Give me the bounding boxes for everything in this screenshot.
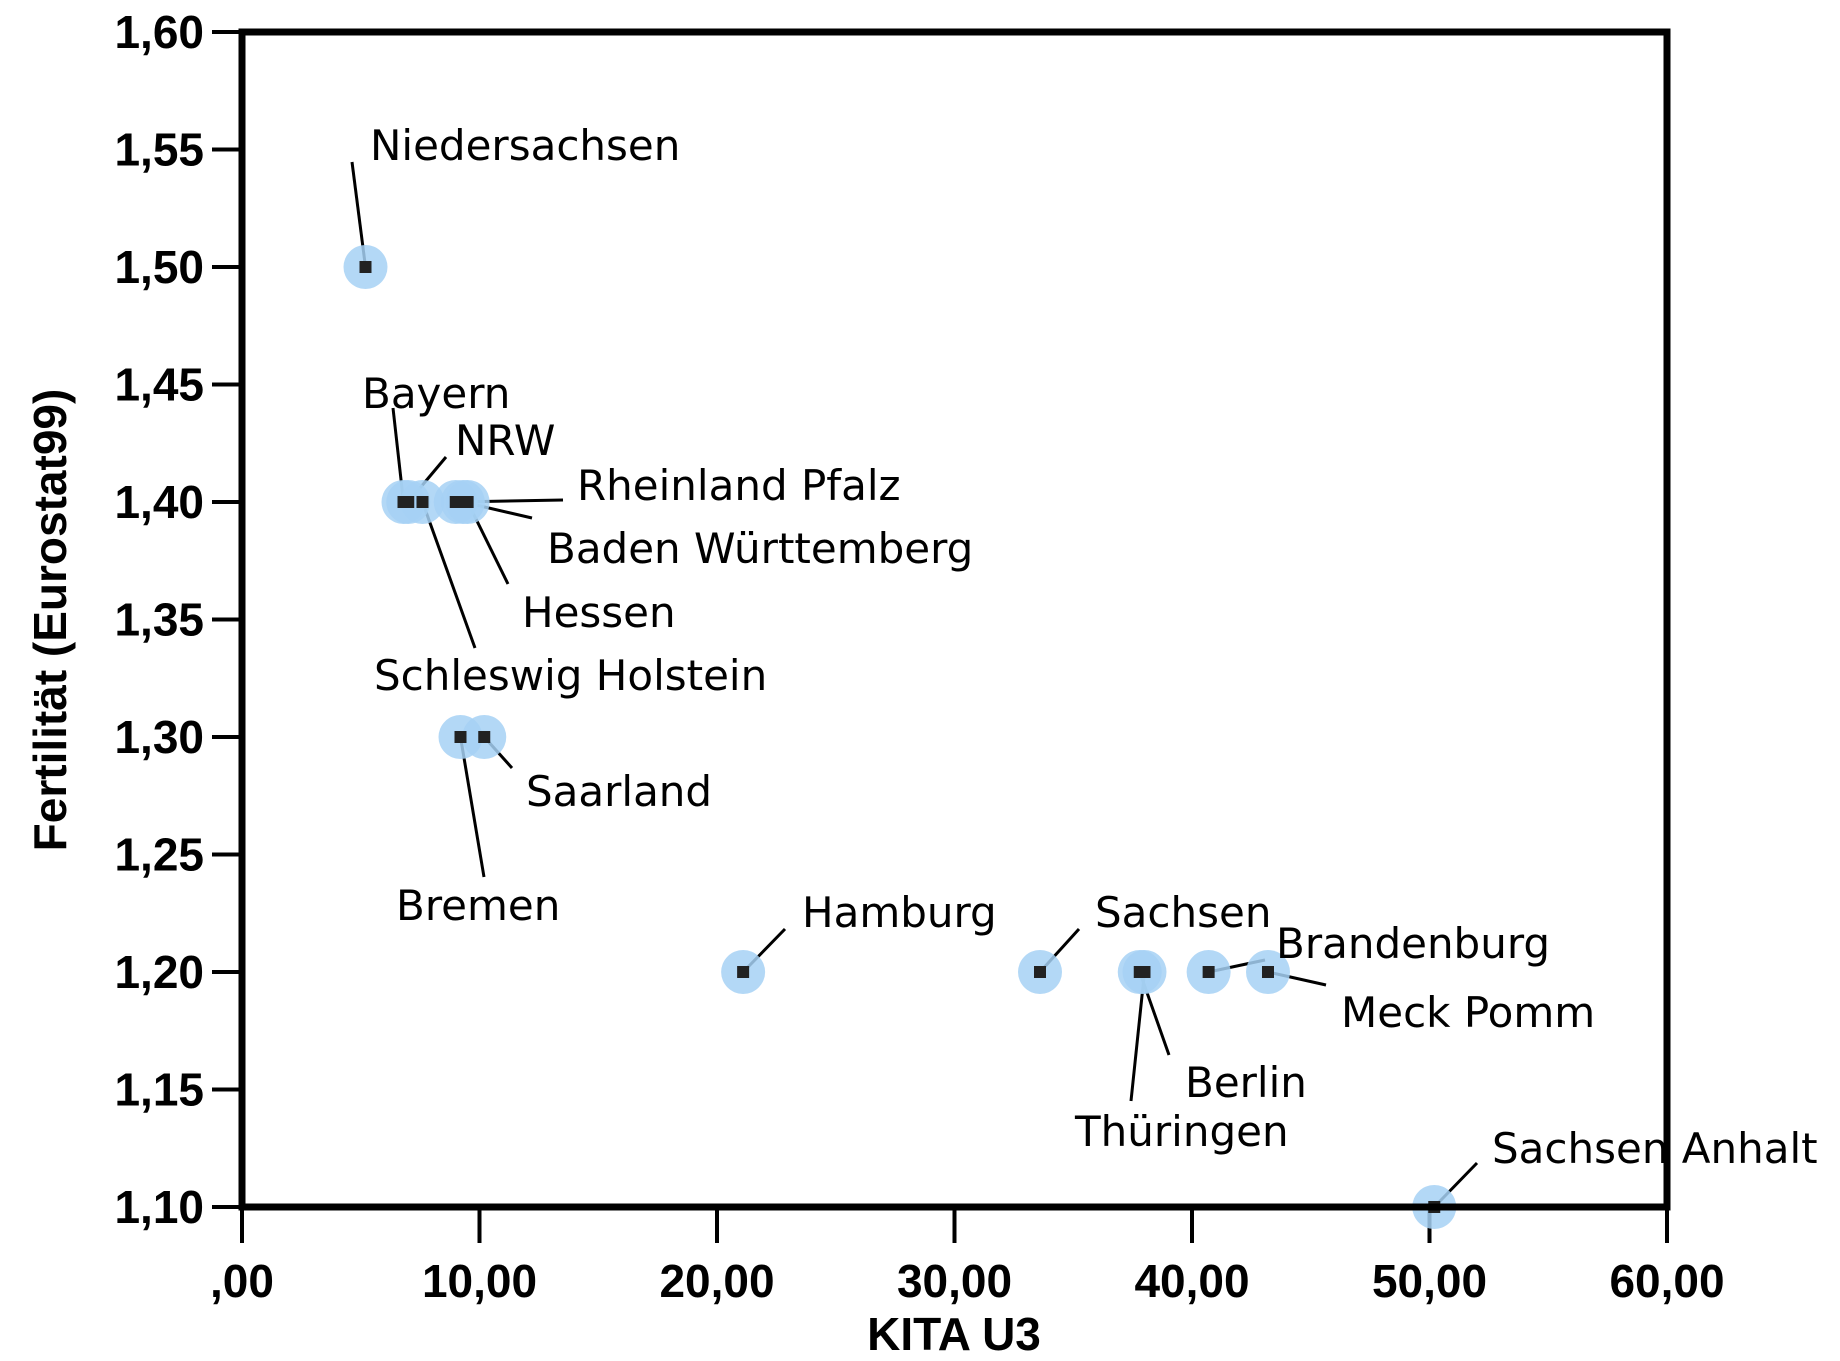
data-point <box>359 261 372 273</box>
point-label: Hessen <box>522 588 676 637</box>
data-point <box>416 496 429 508</box>
x-tick-label: 20,00 <box>659 1255 774 1307</box>
point-label: Rheinland Pfalz <box>577 461 901 510</box>
leader-line <box>459 736 486 878</box>
point-label: Bremen <box>396 881 560 930</box>
y-axis-title: Fertilität (Eurostat99) <box>24 389 76 852</box>
data-point <box>737 966 750 978</box>
point-label: Saarland <box>526 767 712 816</box>
point-label: Schleswig Holstein <box>374 651 767 700</box>
y-tick-label: 1,55 <box>114 124 204 176</box>
y-axis: 1,10 1,15 1,20 1,25 1,30 1,35 1,40 1,45 1,50 1,55… <box>114 6 242 1233</box>
leader-line <box>421 501 477 649</box>
point-label: Sachsen Anhalt <box>1492 1124 1818 1173</box>
data-point <box>1202 966 1215 978</box>
data-point <box>1138 966 1151 978</box>
y-tick-label: 1,20 <box>114 946 204 998</box>
y-tick-label: 1,50 <box>114 241 204 293</box>
point-label: Meck Pomm <box>1341 988 1595 1037</box>
y-tick-label: 1,25 <box>114 829 204 881</box>
data-point <box>1262 966 1274 978</box>
y-tick-label: 1,15 <box>114 1064 204 1116</box>
y-tick-label: 1,30 <box>114 711 204 763</box>
point-label: Sachsen <box>1095 888 1271 937</box>
data-point <box>461 496 474 508</box>
point-markers <box>359 261 1441 1213</box>
x-tick-label: 40,00 <box>1134 1255 1249 1307</box>
y-tick-label: 1,10 <box>114 1181 204 1233</box>
point-label: Brandenburg <box>1276 919 1550 968</box>
point-label: Thüringen <box>1074 1107 1289 1156</box>
y-tick-label: 1,35 <box>114 594 204 646</box>
point-label: Bayern <box>362 369 510 418</box>
plot-frame <box>238 28 1671 1211</box>
point-label: Hamburg <box>802 888 997 937</box>
data-point <box>478 731 491 743</box>
x-tick-label: 50,00 <box>1372 1255 1487 1307</box>
data-point <box>454 731 467 743</box>
data-point <box>402 496 415 508</box>
point-label: Baden Württemberg <box>547 524 973 573</box>
x-tick-label: ,00 <box>210 1255 274 1307</box>
x-tick-label: 30,00 <box>897 1255 1012 1307</box>
point-label: Berlin <box>1185 1058 1307 1107</box>
x-tick-label: 60,00 <box>1609 1255 1724 1307</box>
point-label: Niedersachsen <box>370 121 680 170</box>
y-tick-label: 1,60 <box>114 6 204 58</box>
point-label: NRW <box>455 416 555 465</box>
y-tick-label: 1,45 <box>114 359 204 411</box>
data-point <box>1034 966 1046 978</box>
y-tick-label: 1,40 <box>114 476 204 528</box>
x-axis: ,00 10,00 20,00 30,00 40,00 50,00 60,00 <box>210 1207 1725 1307</box>
x-axis-title: KITA U3 <box>867 1308 1041 1360</box>
x-tick-label: 10,00 <box>422 1255 537 1307</box>
